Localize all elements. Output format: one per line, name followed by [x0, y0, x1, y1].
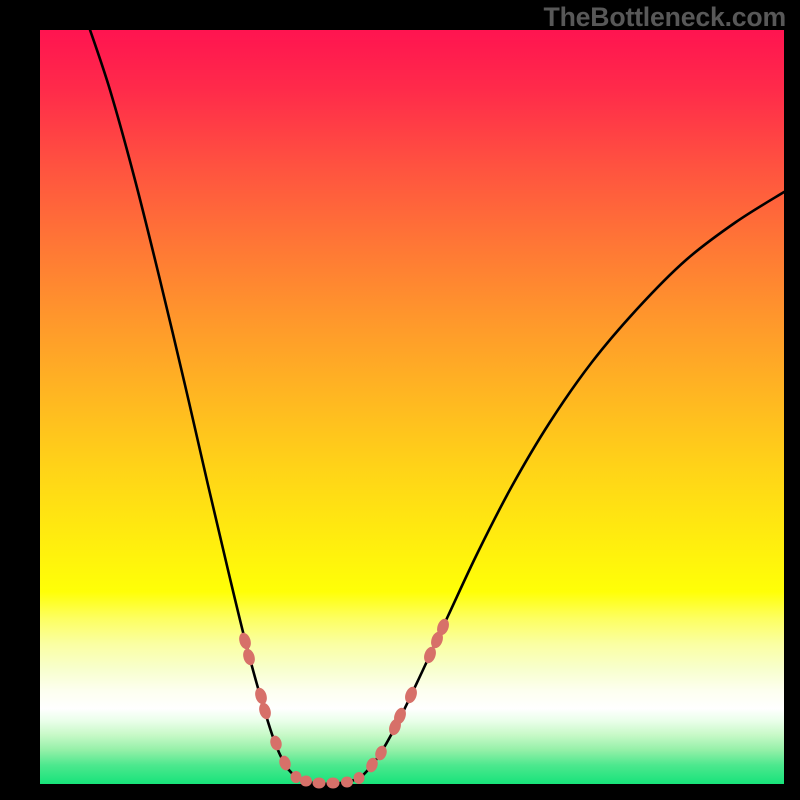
- data-dot: [257, 701, 273, 721]
- watermark-text: TheBottleneck.com: [544, 2, 786, 33]
- data-dot: [300, 776, 312, 787]
- data-dot: [354, 772, 365, 784]
- chart-stage: TheBottleneck.com: [0, 0, 800, 800]
- data-dots: [40, 30, 784, 784]
- data-dot: [403, 685, 419, 705]
- data-dot: [237, 631, 253, 651]
- data-dot: [268, 734, 283, 752]
- data-dot: [341, 777, 353, 788]
- data-dot: [241, 647, 257, 667]
- data-dot: [277, 754, 292, 772]
- data-dot: [291, 771, 302, 783]
- plot-area: [40, 30, 784, 784]
- data-dot: [327, 778, 340, 789]
- data-dot: [313, 778, 326, 789]
- data-dot: [253, 686, 269, 706]
